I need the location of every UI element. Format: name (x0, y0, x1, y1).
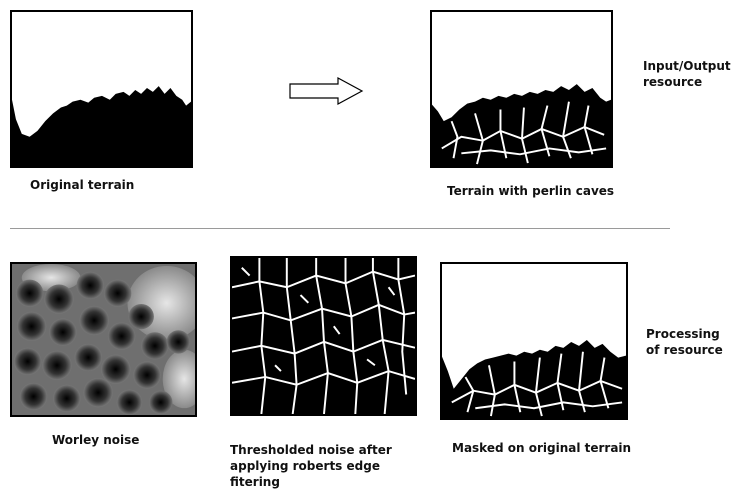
masked-terrain-caption: Masked on original terrain (452, 441, 632, 455)
section-divider (10, 228, 670, 229)
input-output-side-label: Input/Output resource (643, 59, 731, 89)
processing-side-label: Processing of resource (646, 327, 723, 357)
thresholded-noise-image (230, 256, 417, 416)
terrain-with-caves-caption: Terrain with perlin caves (447, 184, 615, 198)
terrain-with-caves-image (430, 10, 613, 168)
masked-terrain-image (440, 262, 628, 420)
original-terrain-caption: Original terrain (30, 178, 135, 192)
worley-noise-image (10, 262, 197, 417)
original-terrain-image (10, 10, 193, 168)
worley-noise-caption: Worley noise (52, 433, 140, 447)
right-arrow-icon (289, 76, 364, 106)
thresholded-noise-caption: Thresholded noise after applying roberts… (230, 443, 392, 489)
